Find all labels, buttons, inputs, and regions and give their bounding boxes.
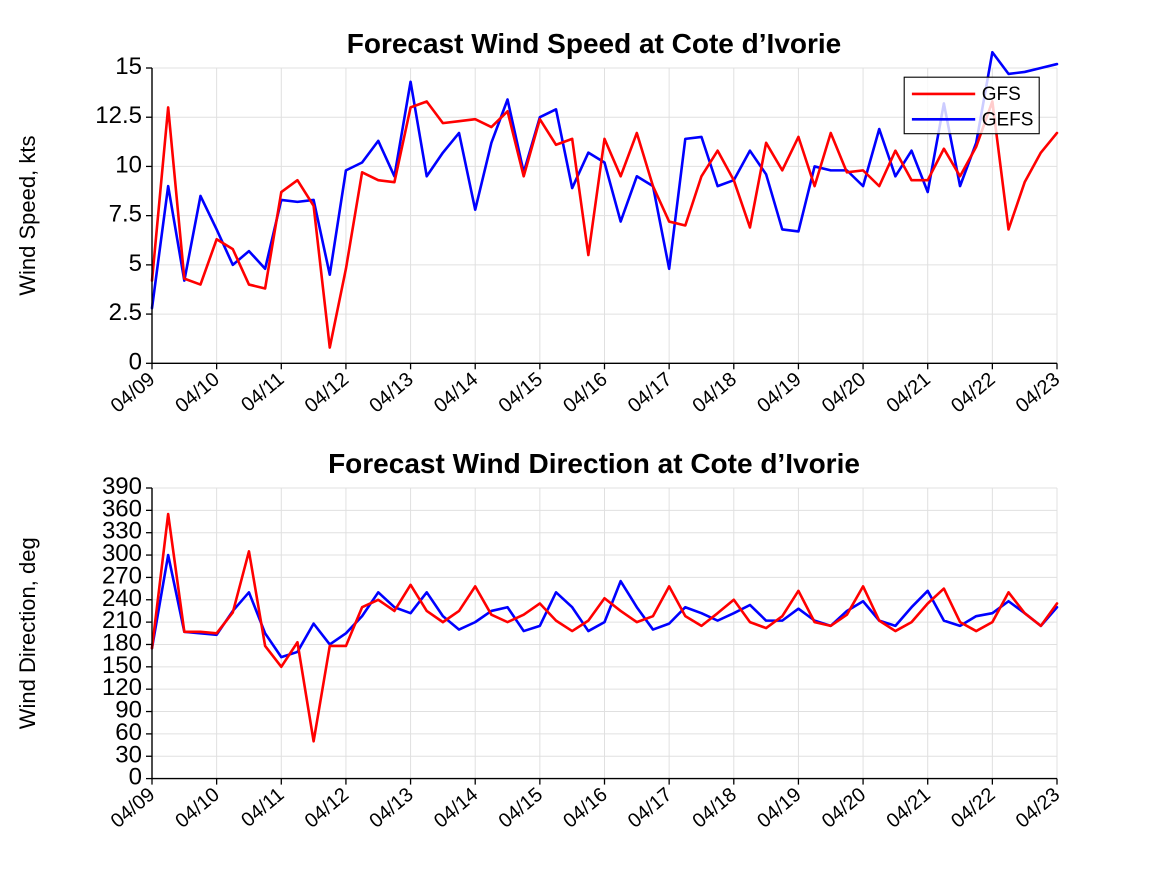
- svg-text:15: 15: [115, 53, 142, 80]
- svg-text:5: 5: [129, 250, 142, 277]
- svg-text:7.5: 7.5: [109, 201, 142, 228]
- svg-text:Forecast Wind Direction at Cot: Forecast Wind Direction at Cote d’Ivorie: [328, 448, 860, 479]
- svg-text:390: 390: [102, 473, 142, 500]
- svg-text:2.5: 2.5: [109, 299, 142, 326]
- svg-text:Wind Speed, kts: Wind Speed, kts: [15, 136, 40, 296]
- svg-text:GFS: GFS: [982, 84, 1021, 105]
- svg-text:GEFS: GEFS: [982, 110, 1034, 131]
- svg-text:Forecast Wind Speed at Cote d’: Forecast Wind Speed at Cote d’Ivorie: [347, 28, 842, 59]
- svg-text:10: 10: [115, 151, 142, 178]
- svg-text:12.5: 12.5: [95, 102, 142, 129]
- svg-text:Wind Direction, deg: Wind Direction, deg: [15, 537, 40, 729]
